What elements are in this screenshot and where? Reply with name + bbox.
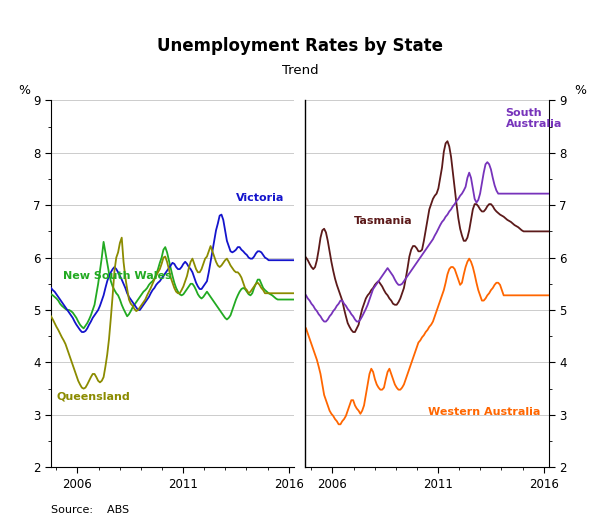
Text: Source:    ABS: Source: ABS <box>51 505 129 515</box>
Text: New South Wales: New South Wales <box>62 271 171 281</box>
Text: %: % <box>575 83 587 97</box>
Text: %: % <box>18 83 30 97</box>
Text: Queensland: Queensland <box>56 392 130 402</box>
Text: Unemployment Rates by State: Unemployment Rates by State <box>157 37 443 55</box>
Text: Victoria: Victoria <box>236 193 284 203</box>
Text: Trend: Trend <box>281 63 319 77</box>
Text: Tasmania: Tasmania <box>353 216 412 226</box>
Text: South
Australia: South Australia <box>506 108 562 129</box>
Text: Western Australia: Western Australia <box>428 408 540 418</box>
